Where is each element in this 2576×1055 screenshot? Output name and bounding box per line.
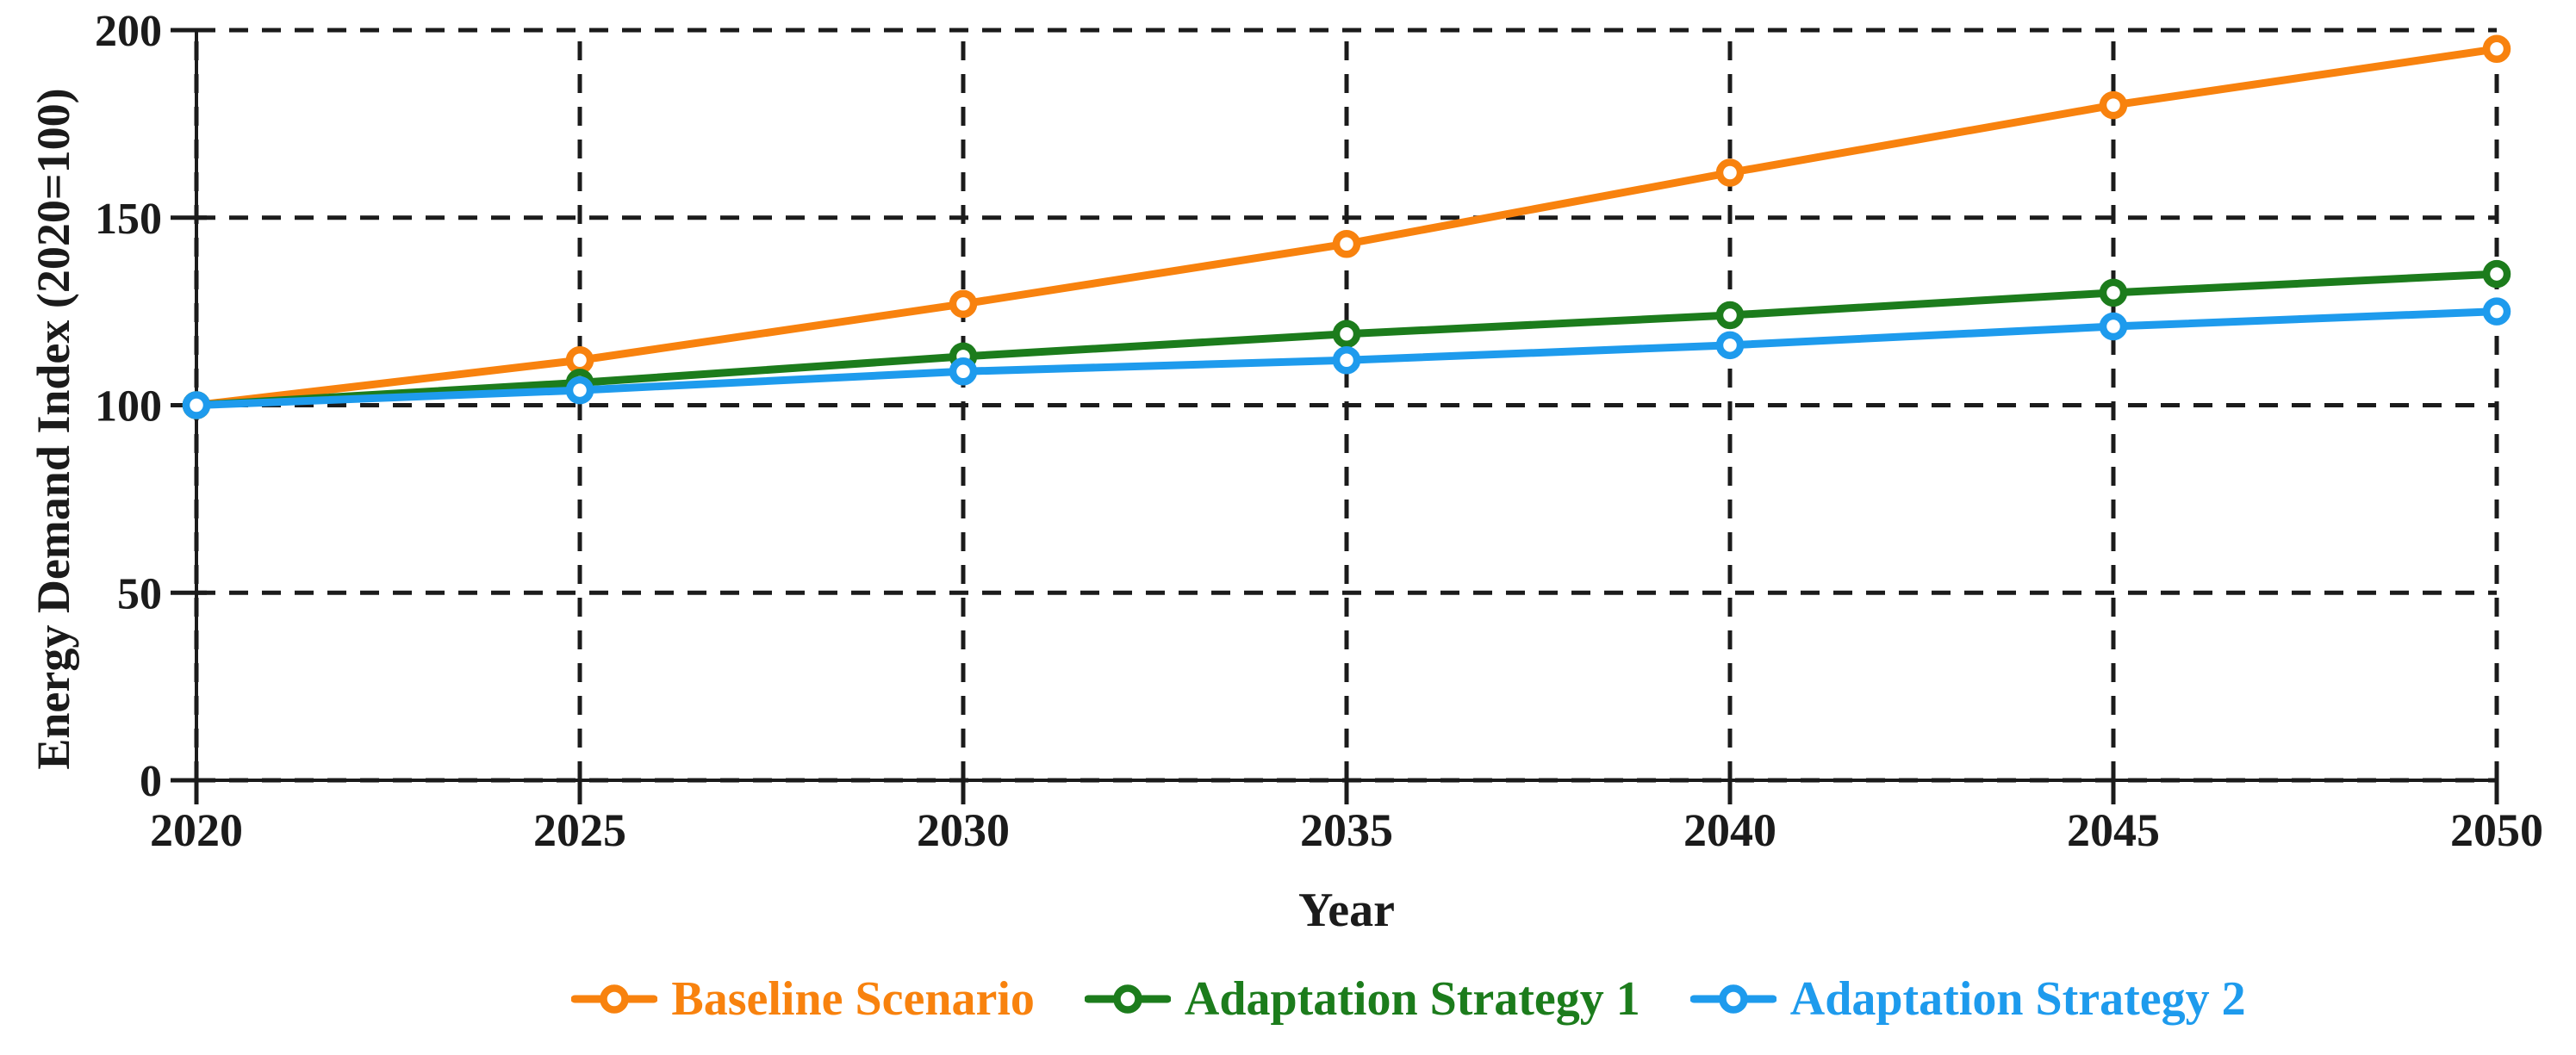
data-point-baseline-scenario-2050 (2482, 34, 2511, 64)
legend-label-adaptation-strategy-1: Adaptation Strategy 1 (1184, 972, 1640, 1026)
data-point-baseline-scenario-2035 (1332, 229, 1361, 258)
data-point-adaptation-strategy-1-2035 (1332, 320, 1361, 349)
legend-marker-baseline-scenario-icon (571, 984, 658, 1014)
y-tick-label-200: 200 (95, 7, 162, 56)
data-point-adaptation-strategy-2-2030 (949, 357, 978, 386)
x-tick-labels: 2020 2025 2030 2035 2040 2045 2050 (150, 804, 2543, 856)
y-tick-label-50: 50 (117, 569, 162, 618)
legend-circle-baseline-scenario (600, 984, 630, 1014)
legend-marker-adaptation-strategy-1-icon (1084, 984, 1171, 1014)
y-axis-title: Energy Demand Index (2020=100) (28, 88, 79, 769)
data-series (182, 34, 2511, 419)
data-point-baseline-scenario-2045 (2099, 90, 2128, 120)
x-tick-label-2050: 2050 (2450, 804, 2543, 856)
data-point-baseline-scenario-2025 (565, 345, 594, 375)
x-tick-label-2035: 2035 (1300, 804, 1393, 856)
y-tick-label-150: 150 (95, 195, 162, 244)
data-point-adaptation-strategy-2-2050 (2482, 297, 2511, 326)
legend-item-baseline-scenario: Baseline Scenario (571, 971, 1035, 1027)
x-tick-label-2045: 2045 (2067, 804, 2160, 856)
data-point-adaptation-strategy-2-2025 (565, 375, 594, 405)
x-tick-label-2030: 2030 (917, 804, 1010, 856)
y-tick-labels: 0 50 100 150 200 (95, 7, 162, 806)
data-point-adaptation-strategy-1-2040 (1715, 301, 1745, 330)
gridlines (194, 28, 2499, 783)
data-point-adaptation-strategy-1-2045 (2099, 278, 2128, 307)
legend-item-adaptation-strategy-2: Adaptation Strategy 2 (1689, 971, 2246, 1027)
y-tick-label-0: 0 (140, 757, 162, 806)
data-point-adaptation-strategy-1-2050 (2482, 259, 2511, 289)
x-tick-label-2020: 2020 (150, 804, 243, 856)
legend-label-adaptation-strategy-2: Adaptation Strategy 2 (1789, 972, 2246, 1026)
data-point-baseline-scenario-2030 (949, 289, 978, 319)
legend-circle-adaptation-strategy-2 (1719, 984, 1748, 1014)
data-point-adaptation-strategy-2-2040 (1715, 331, 1745, 360)
legend-circle-adaptation-strategy-1 (1113, 984, 1142, 1014)
data-point-baseline-scenario-2040 (1715, 158, 1745, 187)
x-tick-label-2025: 2025 (533, 804, 626, 856)
data-point-adaptation-strategy-2-2045 (2099, 312, 2128, 341)
y-tick-label-100: 100 (95, 382, 162, 431)
x-tick-label-2040: 2040 (1683, 804, 1776, 856)
legend: Baseline Scenario Adaptation Strategy 1 Ad… (121, 971, 2576, 1027)
legend-marker-adaptation-strategy-2-icon (1689, 984, 1776, 1014)
tick-marks (171, 28, 2499, 804)
legend-label-baseline-scenario: Baseline Scenario (671, 972, 1035, 1026)
data-point-adaptation-strategy-2-2020 (182, 391, 211, 419)
data-point-adaptation-strategy-2-2035 (1332, 345, 1361, 375)
line-chart: 0 50 100 150 200 2020 2025 2030 2035 2040 2045 205… (28, 7, 2543, 937)
x-axis-title: Year (1298, 884, 1395, 937)
legend-item-adaptation-strategy-1: Adaptation Strategy 1 (1084, 971, 1640, 1027)
